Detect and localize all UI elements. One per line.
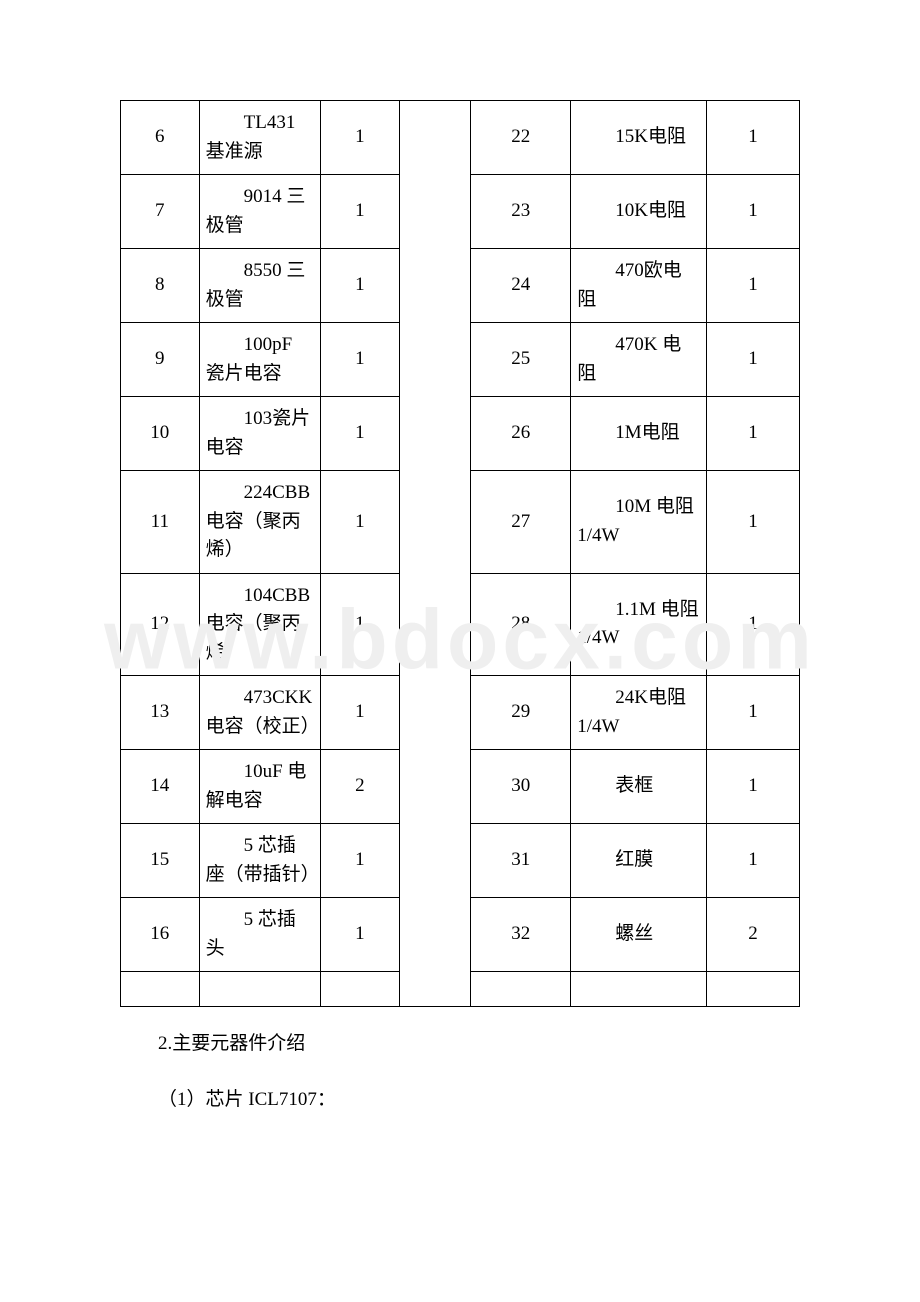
cell-name-left: 9014 三极管 (199, 175, 321, 249)
page: www.bdocx.com 6TL431 基准源12215K电阻179014 三… (0, 0, 920, 1179)
table-row: 6TL431 基准源12215K电阻1 (121, 101, 800, 175)
cell-index-left: 11 (121, 471, 200, 574)
cell-index-right: 26 (471, 397, 571, 471)
cell-name-left: 100pF 瓷片电容 (199, 323, 321, 397)
cell-index-right: 29 (471, 676, 571, 750)
cell-name-right: 表框 (571, 750, 707, 824)
cell-index-left: 9 (121, 323, 200, 397)
cell-name-right: 15K电阻 (571, 101, 707, 175)
empty-cell (321, 972, 400, 1007)
cell-name-left: 5 芯插头 (199, 898, 321, 972)
cell-name-left: TL431 基准源 (199, 101, 321, 175)
gap-column (399, 101, 470, 1007)
cell-qty-left: 1 (321, 573, 400, 676)
cell-name-right: 470K 电阻 (571, 323, 707, 397)
cell-index-right: 22 (471, 101, 571, 175)
cell-qty-right: 1 (707, 573, 800, 676)
cell-name-left: 103瓷片电容 (199, 397, 321, 471)
cell-index-right: 23 (471, 175, 571, 249)
cell-name-right: 10K电阻 (571, 175, 707, 249)
cell-index-right: 25 (471, 323, 571, 397)
cell-index-left: 14 (121, 750, 200, 824)
cell-name-left: 224CBB 电容（聚丙烯） (199, 471, 321, 574)
cell-name-left: 8550 三极管 (199, 249, 321, 323)
components-table: 6TL431 基准源12215K电阻179014 三极管12310K电阻1885… (120, 100, 800, 1007)
cell-qty-right: 1 (707, 249, 800, 323)
cell-index-left: 8 (121, 249, 200, 323)
cell-qty-left: 1 (321, 397, 400, 471)
cell-qty-left: 2 (321, 750, 400, 824)
cell-index-left: 10 (121, 397, 200, 471)
cell-qty-left: 1 (321, 175, 400, 249)
subsection-heading: （1）芯片 ICL7107： (120, 1081, 800, 1119)
cell-name-right: 10M 电阻1/4W (571, 471, 707, 574)
cell-name-right: 1.1M 电阻1/4W (571, 573, 707, 676)
cell-name-right: 红膜 (571, 824, 707, 898)
section-heading: 2.主要元器件介绍 (120, 1025, 800, 1063)
cell-name-left: 104CBB 电容（聚丙烯） (199, 573, 321, 676)
cell-name-left: 5 芯插座（带插针） (199, 824, 321, 898)
empty-cell (199, 972, 321, 1007)
empty-cell (471, 972, 571, 1007)
cell-name-left: 473CKK 电容（校正） (199, 676, 321, 750)
cell-qty-right: 1 (707, 824, 800, 898)
cell-qty-right: 1 (707, 175, 800, 249)
cell-index-left: 13 (121, 676, 200, 750)
empty-cell (707, 972, 800, 1007)
cell-index-left: 7 (121, 175, 200, 249)
cell-qty-right: 1 (707, 397, 800, 471)
cell-index-left: 6 (121, 101, 200, 175)
cell-index-right: 32 (471, 898, 571, 972)
empty-cell (121, 972, 200, 1007)
cell-index-left: 16 (121, 898, 200, 972)
cell-name-left: 10uF 电解电容 (199, 750, 321, 824)
cell-qty-right: 1 (707, 676, 800, 750)
cell-qty-left: 1 (321, 101, 400, 175)
empty-cell (571, 972, 707, 1007)
cell-qty-right: 2 (707, 898, 800, 972)
cell-qty-left: 1 (321, 323, 400, 397)
cell-index-left: 15 (121, 824, 200, 898)
cell-qty-left: 1 (321, 249, 400, 323)
cell-qty-left: 1 (321, 824, 400, 898)
cell-index-right: 27 (471, 471, 571, 574)
cell-index-right: 28 (471, 573, 571, 676)
cell-name-right: 1M电阻 (571, 397, 707, 471)
cell-index-left: 12 (121, 573, 200, 676)
cell-qty-left: 1 (321, 471, 400, 574)
cell-index-right: 31 (471, 824, 571, 898)
cell-qty-right: 1 (707, 101, 800, 175)
cell-index-right: 24 (471, 249, 571, 323)
cell-index-right: 30 (471, 750, 571, 824)
cell-qty-right: 1 (707, 750, 800, 824)
cell-qty-right: 1 (707, 471, 800, 574)
cell-name-right: 24K电阻1/4W (571, 676, 707, 750)
cell-name-right: 螺丝 (571, 898, 707, 972)
cell-qty-right: 1 (707, 323, 800, 397)
cell-qty-left: 1 (321, 898, 400, 972)
cell-name-right: 470欧电阻 (571, 249, 707, 323)
cell-qty-left: 1 (321, 676, 400, 750)
